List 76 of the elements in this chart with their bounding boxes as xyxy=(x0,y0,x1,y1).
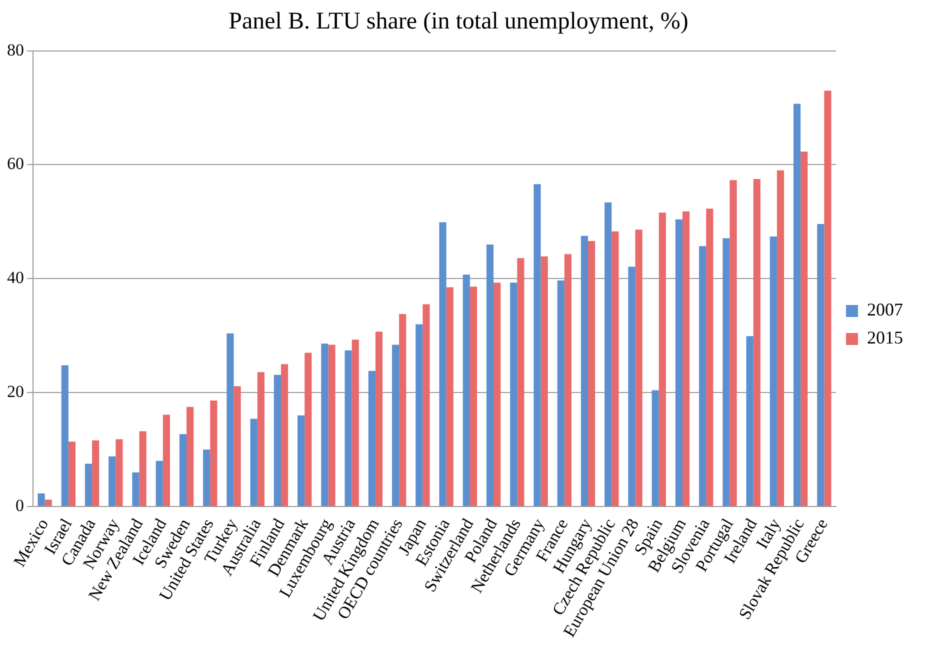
bar xyxy=(61,365,68,506)
bar xyxy=(517,258,524,506)
bar xyxy=(706,208,714,506)
bar xyxy=(652,390,659,506)
bar xyxy=(84,464,92,506)
bar xyxy=(540,256,548,506)
bar xyxy=(399,314,406,506)
bar xyxy=(116,439,123,506)
bar xyxy=(210,400,218,506)
bar xyxy=(494,282,501,506)
bar xyxy=(44,500,52,506)
bar xyxy=(132,472,140,506)
bar xyxy=(658,212,666,506)
bar xyxy=(534,184,541,506)
bar xyxy=(682,211,690,506)
y-tick-label: 20 xyxy=(7,382,24,402)
bar xyxy=(328,344,336,506)
bar xyxy=(250,418,258,506)
bar xyxy=(108,456,116,506)
bar xyxy=(462,274,470,506)
bar xyxy=(422,304,430,506)
bar xyxy=(612,231,619,506)
bar xyxy=(800,152,808,506)
bar xyxy=(470,286,478,506)
bar xyxy=(186,406,194,506)
bar xyxy=(580,236,588,506)
y-tick-label: 80 xyxy=(7,40,24,60)
y-tick-label: 40 xyxy=(7,268,24,288)
bar xyxy=(280,364,288,506)
bar xyxy=(793,104,801,506)
bar xyxy=(298,415,305,506)
bar xyxy=(162,414,170,506)
y-tick-label: 0 xyxy=(16,496,24,515)
bar xyxy=(722,238,730,506)
bar xyxy=(817,224,824,506)
bar xyxy=(675,219,682,506)
legend-label: 2007 xyxy=(867,300,903,320)
bar xyxy=(730,180,737,506)
bar xyxy=(203,450,210,506)
bar xyxy=(770,236,777,506)
bar xyxy=(92,440,100,506)
bar xyxy=(274,374,281,506)
bar xyxy=(226,333,234,506)
bar xyxy=(352,340,359,506)
bar xyxy=(344,350,352,506)
bar xyxy=(588,241,596,506)
bar xyxy=(375,332,383,506)
bar xyxy=(776,170,784,506)
bar xyxy=(564,254,572,506)
bar xyxy=(234,386,241,506)
bar xyxy=(156,460,163,506)
legend-label: 2015 xyxy=(867,328,903,348)
chart-title: Panel B. LTU share (in total unemployment, %) xyxy=(228,8,688,35)
y-tick-label: 60 xyxy=(7,154,24,174)
bar xyxy=(392,344,400,506)
bar xyxy=(446,287,454,506)
bar xyxy=(368,370,376,506)
bar xyxy=(753,178,760,506)
bar xyxy=(635,230,642,506)
bar xyxy=(557,280,564,506)
bar xyxy=(486,244,494,506)
bar xyxy=(510,282,518,506)
bar xyxy=(439,222,446,506)
bar xyxy=(139,431,146,506)
bar xyxy=(746,336,754,506)
bar xyxy=(179,434,187,506)
bar xyxy=(416,324,423,506)
bar xyxy=(321,344,328,506)
bar xyxy=(628,266,636,506)
bar xyxy=(68,442,76,506)
bar xyxy=(604,202,612,506)
bar xyxy=(38,493,45,506)
bar xyxy=(699,246,706,506)
bar xyxy=(824,90,832,506)
bar xyxy=(257,372,264,506)
bar xyxy=(304,352,312,506)
